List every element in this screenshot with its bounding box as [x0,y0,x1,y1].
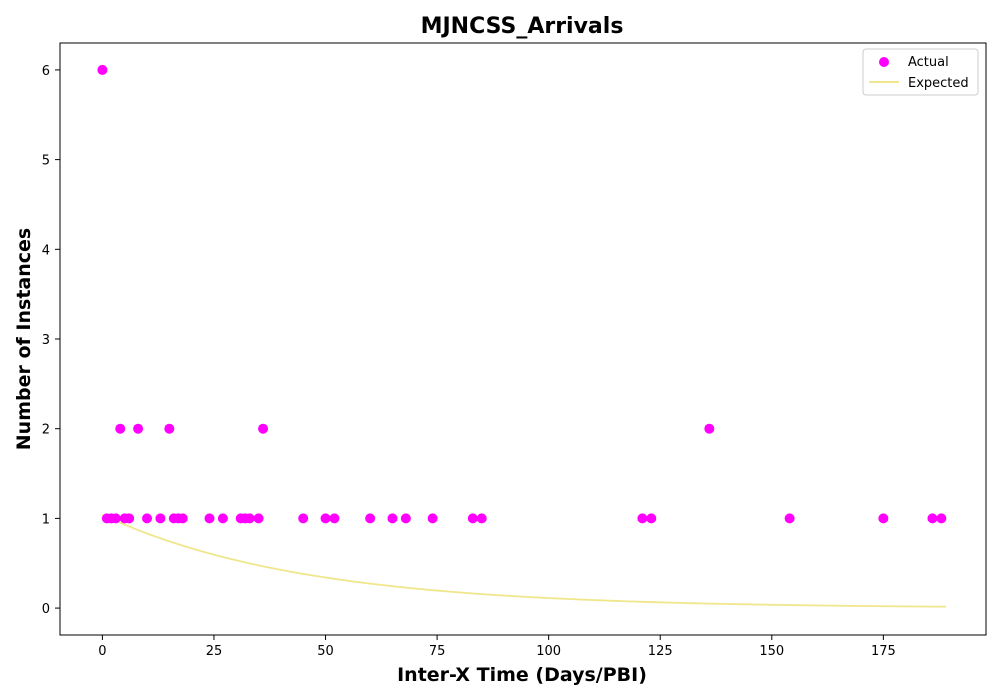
actual-point [133,423,144,434]
legend: Actual Expected [862,48,979,96]
actual-point [244,513,255,524]
actual-point [142,513,153,524]
expected-line [102,513,946,608]
actual-point [124,513,135,524]
actual-point [164,423,175,434]
x-tick-label: 150 [759,644,784,659]
actual-point [637,513,648,524]
actual-point [329,513,340,524]
series-layer [97,64,947,608]
actual-point [467,513,478,524]
x-tick-label: 50 [317,644,334,659]
x-tick-label: 25 [206,644,223,659]
x-axis-ticks: 0 25 50 75 100 125 150 175 [98,635,896,659]
actual-point [646,513,657,524]
actual-point [115,423,126,434]
x-tick-label: 125 [648,644,673,659]
y-tick-label: 3 [42,333,50,348]
actual-point [784,513,795,524]
legend-label-expected: Expected [908,76,969,91]
actual-point [400,513,411,524]
legend-label-actual: Actual [908,55,949,70]
actual-point [878,513,889,524]
chart-title: MJNCSS_Arrivals [421,14,624,39]
x-tick-label: 75 [429,644,446,659]
actual-point [476,513,487,524]
actual-point [177,513,188,524]
actual-point [217,513,228,524]
x-tick-label: 0 [98,644,106,659]
actual-point [365,513,376,524]
x-tick-label: 100 [536,644,561,659]
actual-point [927,513,938,524]
actual-point [704,423,715,434]
y-tick-label: 1 [42,512,50,527]
actual-point [936,513,947,524]
x-axis-label: Inter-X Time (Days/PBI) [397,664,647,686]
y-axis-label: Number of Instances [13,228,35,450]
actual-point [258,423,269,434]
y-tick-label: 0 [42,602,50,617]
actual-point [97,64,108,75]
actual-point [155,513,166,524]
actual-point [298,513,309,524]
actual-point [204,513,215,524]
legend-box [862,48,979,96]
actual-point [387,513,398,524]
y-axis-ticks: 0 1 2 3 4 5 6 [42,64,60,617]
legend-marker-actual [879,57,889,67]
y-tick-label: 4 [42,243,50,258]
actual-point [110,513,121,524]
actual-point [427,513,438,524]
actual-point [253,513,264,524]
y-tick-label: 5 [42,154,50,169]
actual-point [320,513,331,524]
y-tick-label: 2 [42,423,50,438]
plot-area [59,42,987,636]
y-tick-label: 6 [42,64,50,79]
x-tick-label: 175 [871,644,896,659]
